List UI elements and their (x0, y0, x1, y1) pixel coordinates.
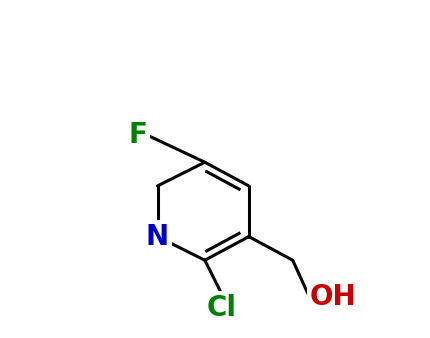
Text: OH: OH (310, 284, 356, 311)
Text: F: F (129, 121, 147, 149)
Text: Cl: Cl (207, 294, 237, 322)
Text: N: N (146, 223, 169, 250)
